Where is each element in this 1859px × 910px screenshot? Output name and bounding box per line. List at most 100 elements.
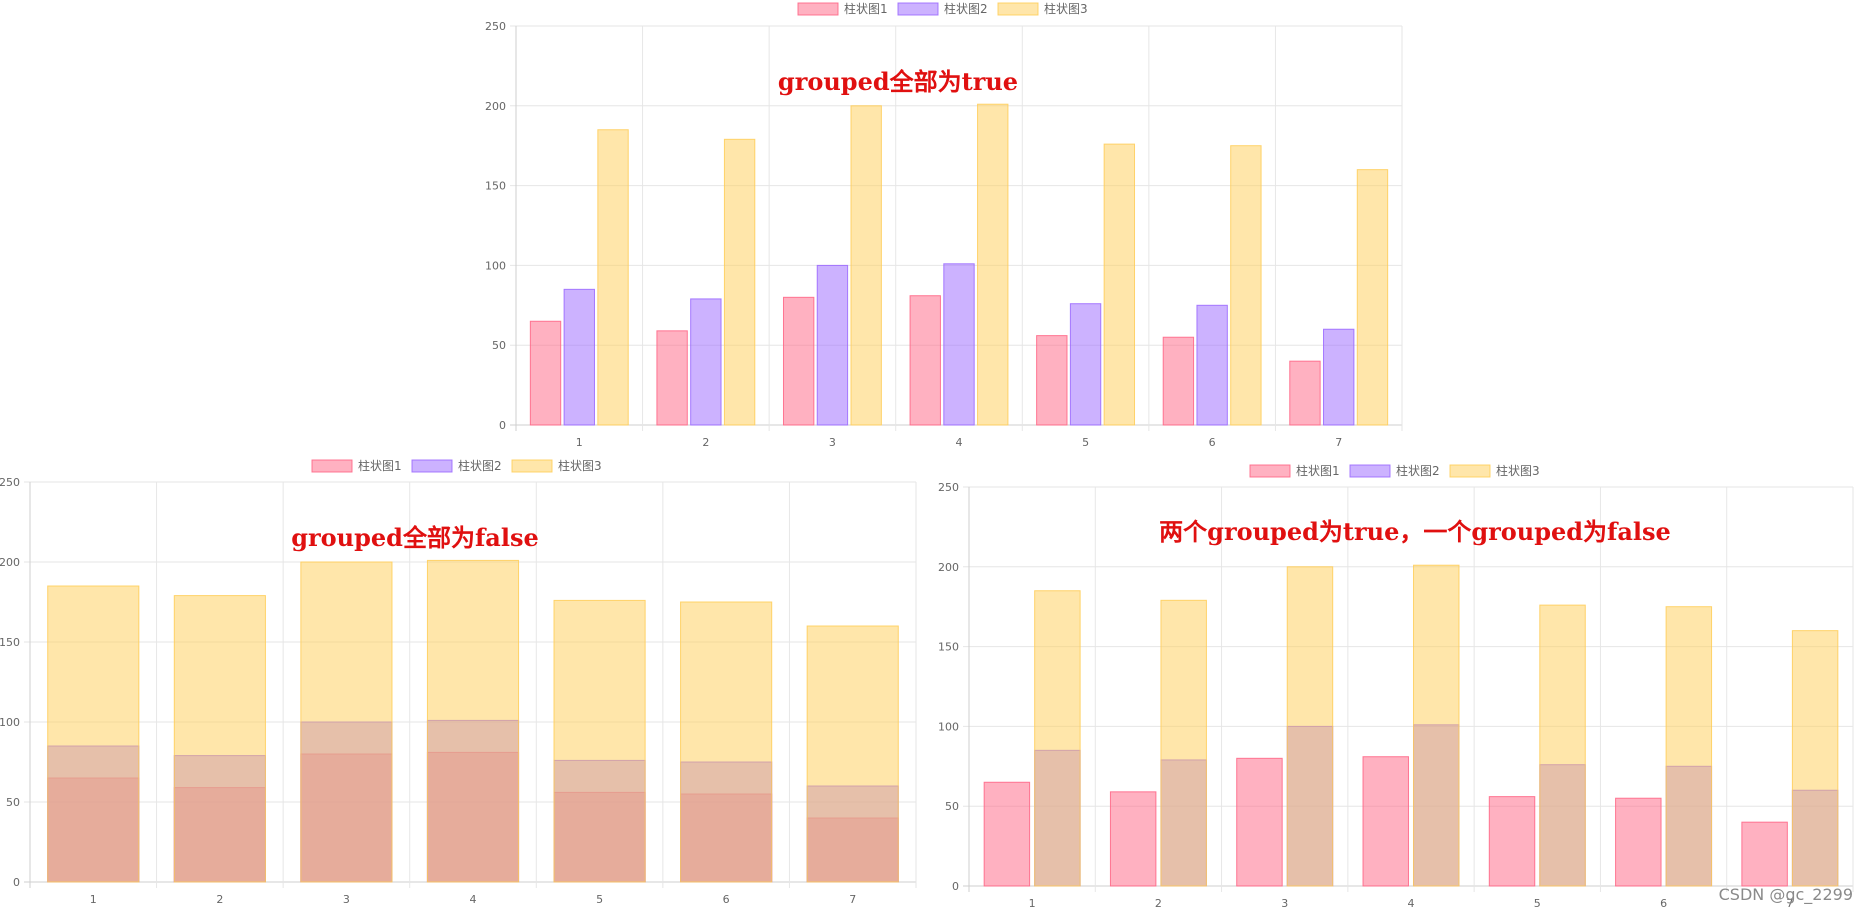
x-tick-label: 3 xyxy=(829,436,836,449)
legend-label-2: 柱状图2 xyxy=(944,1,988,16)
bar-series-3-cat-2 xyxy=(723,138,756,426)
legend-label-1: 柱状图1 xyxy=(358,458,402,473)
x-tick-label: 4 xyxy=(1408,897,1415,910)
bar-series-3-cat-5 xyxy=(553,599,646,883)
bar-series-3-cat-5 xyxy=(1103,143,1136,426)
legend-label-3: 柱状图3 xyxy=(1496,463,1540,478)
y-tick-label: 100 xyxy=(0,716,20,729)
bar-series-2-cat-4 xyxy=(943,263,975,426)
bar-series-3-cat-3 xyxy=(850,105,882,426)
y-tick-label: 0 xyxy=(952,880,959,893)
bar-series-1-cat-6 xyxy=(1615,797,1662,887)
legend-label-3: 柱状图3 xyxy=(558,458,602,473)
x-tick-label: 2 xyxy=(1155,897,1162,910)
bar-series-2-cat-6 xyxy=(1196,304,1228,426)
y-tick-label: 50 xyxy=(492,339,506,352)
chart-grouped-mixed: 0 50 100 150 200 250 1 2 3 4 5 6 7 柱状图1 柱状图2 柱状图3 两个grou… xyxy=(938,463,1854,910)
x-tick-label: 5 xyxy=(1534,897,1541,910)
legend-swatch-3 xyxy=(511,459,553,473)
chart-grouped-true: 0 50 100 150 200 250 1 2 3 4 5 6 7 柱状图1 柱状图2 柱状图3 groupe… xyxy=(485,1,1403,449)
x-tick-label: 1 xyxy=(576,436,583,449)
x-tick-label: 2 xyxy=(216,893,223,906)
x-tick-label: 5 xyxy=(596,893,603,906)
x-tick-label: 5 xyxy=(1082,436,1089,449)
y-tick-label: 200 xyxy=(0,556,20,569)
x-tick-label: 1 xyxy=(90,893,97,906)
watermark-text: CSDN @gc_2299 xyxy=(1719,885,1853,905)
legend-label-2: 柱状图2 xyxy=(1396,463,1440,478)
y-tick-label: 150 xyxy=(938,641,959,654)
bar-series-1-cat-6 xyxy=(1162,336,1195,426)
chart-title: 两个grouped为true，一个grouped为false xyxy=(1159,517,1671,546)
bar-series-3-cat-7 xyxy=(806,625,899,883)
legend-label-1: 柱状图1 xyxy=(844,1,888,16)
bar-series-3-cat-4 xyxy=(1413,564,1460,887)
legend-swatch-1 xyxy=(311,459,353,473)
y-tick-label: 50 xyxy=(945,800,959,813)
legend-swatch-2 xyxy=(411,459,453,473)
bar-series-3-cat-1 xyxy=(597,129,629,426)
legend-swatch-2 xyxy=(897,2,939,16)
bar-series-3-cat-6 xyxy=(1230,145,1262,426)
y-tick-label: 50 xyxy=(6,796,20,809)
bar-series-3-cat-4 xyxy=(426,559,520,883)
bar-series-3-cat-7 xyxy=(1356,169,1389,426)
bar-series-1-cat-5 xyxy=(1036,335,1068,426)
chart-title: grouped全部为false xyxy=(291,523,539,552)
legend-swatch-3 xyxy=(997,2,1039,16)
legend-label-2: 柱状图2 xyxy=(458,458,502,473)
legend-swatch-1 xyxy=(797,2,839,16)
bar-series-3-cat-6 xyxy=(1665,606,1713,887)
bar-series-2-cat-3 xyxy=(816,264,849,426)
x-tick-label: 4 xyxy=(956,436,963,449)
bar-series-2-cat-7 xyxy=(1323,328,1355,426)
y-tick-label: 150 xyxy=(0,636,20,649)
x-tick-label: 4 xyxy=(470,893,477,906)
y-tick-label: 200 xyxy=(485,100,506,113)
bar-series-3-cat-1 xyxy=(1034,590,1081,887)
x-tick-label: 7 xyxy=(849,893,856,906)
bar-series-1-cat-2 xyxy=(656,330,688,426)
bar-series-1-cat-4 xyxy=(1362,756,1409,887)
chart-grouped-false: 0 50 100 150 200 250 1 2 3 4 5 6 7 柱状图1 柱状图2 柱状图3 groupe… xyxy=(0,458,917,906)
bar-series-1-cat-3 xyxy=(1236,757,1283,887)
y-tick-label: 250 xyxy=(0,476,20,489)
bar-series-1-cat-3 xyxy=(782,296,815,426)
x-tick-label: 3 xyxy=(343,893,350,906)
bar-series-3-cat-5 xyxy=(1539,604,1586,887)
y-tick-label: 100 xyxy=(485,259,506,272)
x-tick-label: 3 xyxy=(1281,897,1288,910)
bar-series-3-cat-3 xyxy=(300,561,393,883)
legend-label-1: 柱状图1 xyxy=(1296,463,1340,478)
bar-series-1-cat-7 xyxy=(1741,821,1788,887)
x-tick-label: 6 xyxy=(723,893,730,906)
x-tick-label: 2 xyxy=(702,436,709,449)
y-tick-label: 0 xyxy=(13,876,20,889)
bar-series-3-cat-2 xyxy=(173,595,266,883)
bar-series-2-cat-1 xyxy=(563,288,595,426)
bar-series-1-cat-2 xyxy=(1109,791,1157,887)
bar-series-3-cat-6 xyxy=(680,601,773,883)
bar-series-2-cat-2 xyxy=(690,298,722,426)
bar-series-2-cat-5 xyxy=(1069,303,1102,426)
x-tick-label: 6 xyxy=(1660,897,1667,910)
legend-swatch-1 xyxy=(1249,464,1291,478)
y-tick-label: 200 xyxy=(938,561,959,574)
bar-series-1-cat-7 xyxy=(1289,360,1321,426)
x-tick-label: 7 xyxy=(1335,436,1342,449)
x-tick-label: 7 xyxy=(1786,897,1793,910)
y-tick-label: 250 xyxy=(485,20,506,33)
y-tick-label: 0 xyxy=(499,419,506,432)
bar-series-3-cat-2 xyxy=(1160,599,1207,887)
bar-series-1-cat-1 xyxy=(983,781,1031,887)
bar-series-1-cat-4 xyxy=(909,295,941,426)
y-tick-label: 150 xyxy=(485,180,506,193)
bar-series-1-cat-5 xyxy=(1488,796,1536,887)
chart-title: grouped全部为true xyxy=(778,67,1018,96)
y-tick-label: 250 xyxy=(938,481,959,494)
bar-series-3-cat-4 xyxy=(977,103,1009,426)
x-tick-label: 1 xyxy=(1029,897,1036,910)
bar-series-3-cat-3 xyxy=(1286,566,1334,887)
y-tick-label: 100 xyxy=(938,720,959,733)
